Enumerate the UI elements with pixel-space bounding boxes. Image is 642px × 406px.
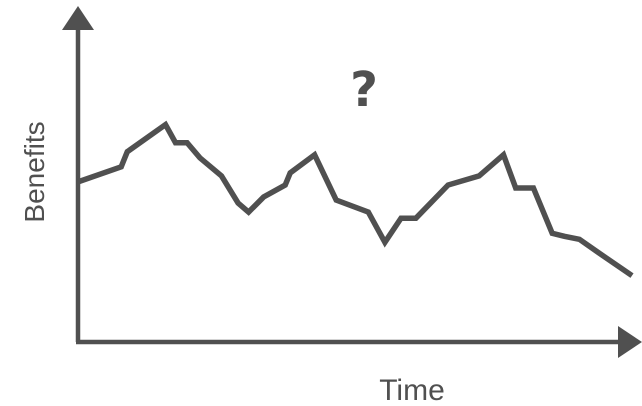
y-axis-arrow-icon bbox=[62, 6, 94, 30]
question-mark-annotation: ? bbox=[350, 62, 378, 118]
x-axis-label: Time bbox=[379, 374, 445, 406]
series-line-0 bbox=[78, 125, 632, 276]
x-axis-arrow-icon bbox=[618, 326, 642, 358]
y-axis-label: Benefits bbox=[19, 121, 50, 222]
axes bbox=[62, 6, 642, 358]
series-layer bbox=[78, 125, 632, 276]
